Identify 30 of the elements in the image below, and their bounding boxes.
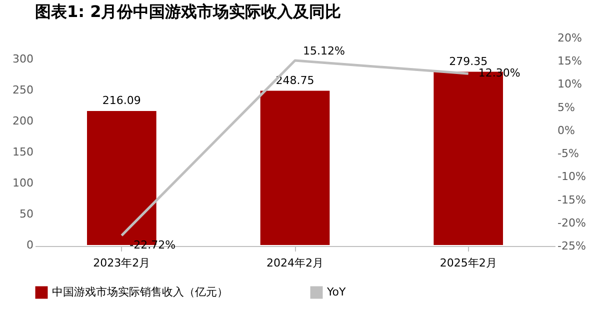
x-tick-label: 2024年2月 [266,256,324,270]
data-label: 216.09 [102,94,141,108]
legend-label: 中国游戏市场实际销售收入（亿元） [52,286,228,299]
data-label: -22.72% [130,238,176,252]
y2-tick-label: 0% [558,124,575,137]
y-tick-label: 100 [12,176,34,190]
y2-tick-label: -10% [558,170,586,184]
data-label: 279.35 [449,54,488,68]
data-label: 12.30% [478,66,520,80]
x-tick-label: 2025年2月 [440,256,497,270]
x-tick-label: 2023年2月 [93,256,150,270]
y-tick-label: 0 [26,238,34,252]
y2-tick-label: -25% [558,240,586,252]
y-tick-label: 150 [12,146,34,158]
data-label: 248.75 [276,74,314,87]
y-tick-label: 250 [12,84,34,96]
data-label: 15.12% [303,44,345,58]
y2-tick-label: -20% [558,216,586,230]
bar [260,90,330,245]
y-tick-label: 50 [20,208,34,220]
y2-tick-label: -15% [558,193,586,206]
legend-label: YoY [326,286,346,299]
y2-tick-label: 5% [558,100,575,114]
y-tick-label: 200 [12,114,34,128]
y2-tick-label: 15% [558,54,582,68]
y2-tick-label: -5% [558,147,579,160]
y2-tick-label: 10% [558,78,582,91]
chart-title: 图表1: 2月份中国游戏市场实际收入及同比 [35,2,342,21]
y2-tick-label: 20% [558,32,582,44]
y-tick-label: 300 [12,52,34,66]
